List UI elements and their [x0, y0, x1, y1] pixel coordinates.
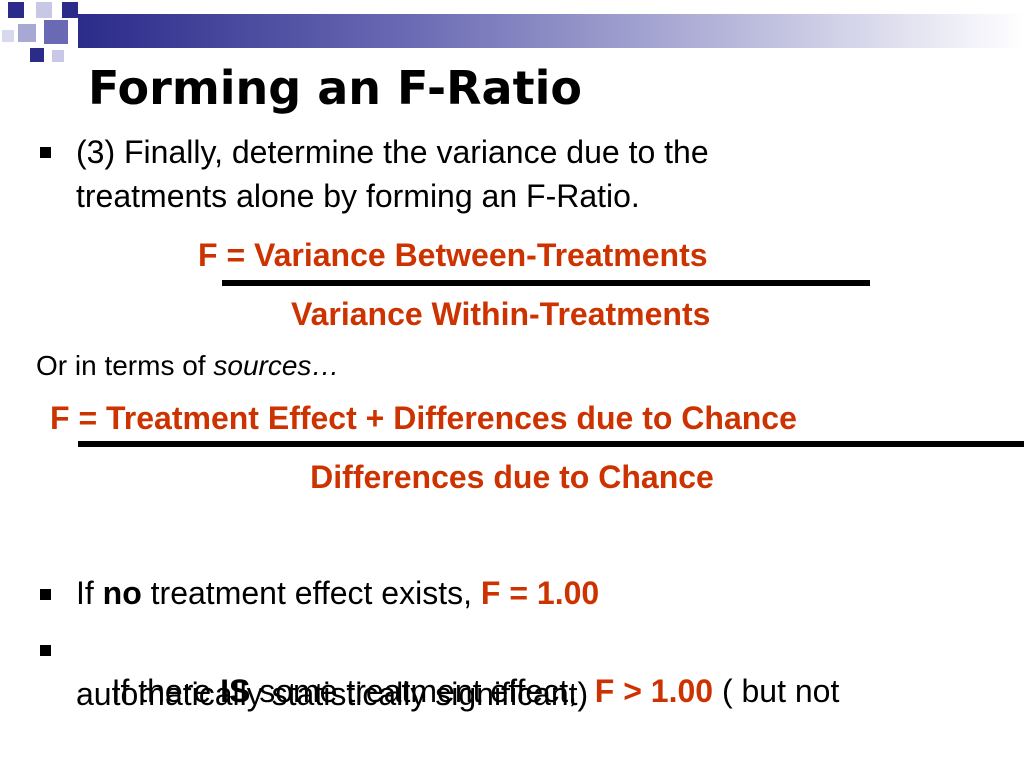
decor-square-7	[30, 48, 44, 62]
bullet3-prefix: If there	[111, 673, 221, 709]
sources-intro: Or in terms of sources…	[36, 348, 339, 384]
bullet1-line2: treatments alone by forming an F-Ratio.	[76, 178, 640, 214]
decor-square-6	[2, 30, 14, 42]
decor-square-2	[36, 2, 52, 18]
bullet2-prefix: If	[76, 575, 103, 611]
bullet3-line1: If there IS some treatment effect, F > 1…	[76, 628, 840, 754]
formula2-numerator: F = Treatment Effect + Differences due t…	[50, 400, 797, 436]
bullet3-middle: some treatment effect,	[250, 673, 595, 709]
decor-square-4	[18, 24, 36, 42]
bullet2-middle: treatment effect exists,	[141, 575, 481, 611]
bullet-marker	[40, 589, 51, 600]
bullet1-line1: (3) Finally, determine the variance due …	[76, 134, 709, 170]
bullet2-text: If no treatment effect exists, F = 1.00	[76, 572, 599, 614]
bullet3-result: F > 1.00	[594, 673, 714, 709]
sources-intro-prefix: Or in terms of	[36, 350, 214, 381]
formula2-fraction-bar	[78, 441, 1024, 447]
formula1-denominator: Variance Within-Treatments	[291, 296, 711, 332]
slide-title: Forming an F-Ratio	[88, 61, 582, 115]
bullet2-bold: no	[102, 575, 142, 611]
decor-square-1	[8, 2, 24, 18]
decor-square-8	[52, 50, 64, 62]
bullet-marker	[40, 147, 51, 158]
bullet3-line2: automatically statistically significant)	[76, 676, 589, 712]
bullet3-suffix: ( but not	[713, 673, 840, 709]
formula1-numerator: F = Variance Between-Treatments	[198, 237, 708, 273]
decor-square-3	[62, 2, 78, 18]
formula2-denominator: Differences due to Chance	[310, 459, 714, 495]
sources-intro-emphasis: sources…	[213, 350, 340, 381]
bullet3-bold: IS	[220, 673, 251, 709]
decor-square-5	[44, 20, 68, 44]
bullet2-result: F = 1.00	[480, 575, 600, 611]
bullet-marker	[40, 645, 51, 656]
header-gradient-bar	[78, 14, 1024, 48]
formula1-fraction-bar	[222, 280, 870, 286]
